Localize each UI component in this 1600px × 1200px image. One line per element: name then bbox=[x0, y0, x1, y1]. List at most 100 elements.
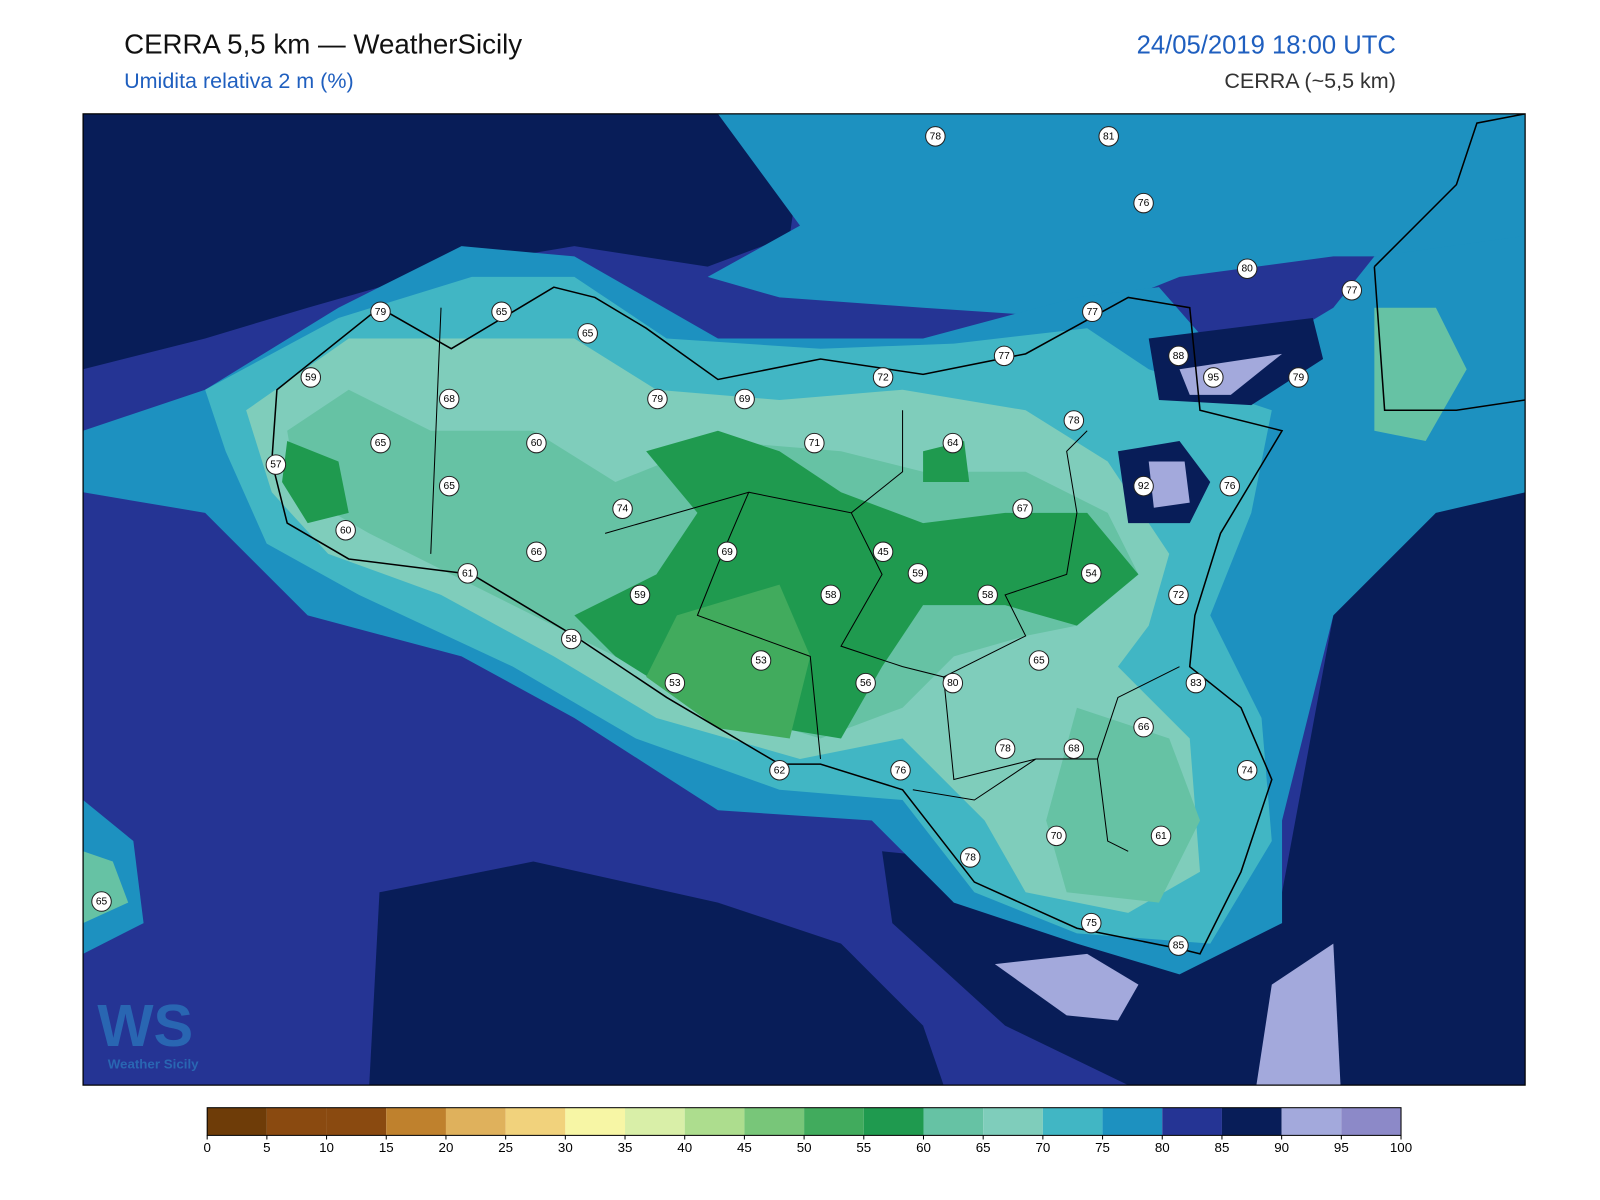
colorbar-tick-label: 0 bbox=[203, 1140, 210, 1155]
station-value: 53 bbox=[755, 656, 767, 667]
station-marker bbox=[1081, 563, 1102, 584]
colorbar-tick-label: 25 bbox=[498, 1140, 513, 1155]
station: 78 bbox=[1063, 410, 1085, 431]
field-teal bbox=[1374, 307, 1467, 442]
station-marker bbox=[1012, 498, 1033, 519]
station-value: 68 bbox=[444, 394, 456, 405]
station-value: 60 bbox=[531, 438, 543, 449]
station-marker bbox=[994, 738, 1016, 759]
province-border bbox=[430, 307, 1180, 852]
station: 88 bbox=[1168, 345, 1189, 367]
station-value: 75 bbox=[1086, 918, 1098, 929]
station-value: 79 bbox=[375, 307, 387, 318]
station-value: 78 bbox=[999, 744, 1011, 755]
station: 53 bbox=[664, 672, 686, 694]
station: 69 bbox=[716, 541, 738, 563]
station-value: 65 bbox=[582, 328, 594, 339]
station: 61 bbox=[457, 563, 478, 584]
station: 74 bbox=[612, 498, 633, 519]
station-value: 81 bbox=[1103, 131, 1115, 142]
station-value: 58 bbox=[566, 634, 578, 645]
colorbar-swatch bbox=[1042, 1107, 1103, 1136]
station-layer: 78 81 76 80 77 65 79 65 77 88 95 77 72 79 59 68 79 69 78 64… bbox=[91, 126, 1363, 956]
station-marker bbox=[526, 432, 547, 454]
colorbar-swatch bbox=[565, 1107, 626, 1136]
station-marker bbox=[872, 541, 894, 563]
station-value: 78 bbox=[930, 131, 942, 142]
field-navy bbox=[369, 861, 944, 1086]
station-marker bbox=[438, 475, 460, 497]
colorbar-tick-label: 45 bbox=[737, 1140, 752, 1155]
station: 79 bbox=[647, 388, 668, 410]
station-value: 62 bbox=[774, 765, 786, 776]
station-marker bbox=[1063, 410, 1085, 431]
colorbar-tick-label: 60 bbox=[916, 1140, 931, 1155]
station-marker bbox=[872, 367, 894, 388]
station: 77 bbox=[993, 345, 1015, 367]
station-marker bbox=[1341, 279, 1363, 301]
station: 53 bbox=[750, 650, 772, 671]
coastline bbox=[1373, 113, 1526, 412]
station: 66 bbox=[526, 541, 547, 563]
logo-mark: WS bbox=[97, 992, 193, 1059]
station: 79 bbox=[1288, 367, 1309, 388]
field-midgreen bbox=[646, 584, 811, 739]
station-marker bbox=[925, 126, 946, 147]
station-value: 77 bbox=[998, 351, 1010, 362]
station-marker bbox=[734, 388, 755, 410]
station: 78 bbox=[994, 738, 1016, 759]
station: 80 bbox=[942, 672, 964, 694]
field-lavender bbox=[1256, 943, 1341, 1086]
colorbar-swatch bbox=[863, 1107, 924, 1136]
station-value: 74 bbox=[617, 504, 629, 515]
station-value: 53 bbox=[669, 678, 681, 689]
colorbar-tick-label: 80 bbox=[1155, 1140, 1170, 1155]
station-marker bbox=[1168, 935, 1189, 956]
station: 72 bbox=[872, 367, 894, 388]
station-value: 76 bbox=[895, 765, 907, 776]
station-value: 85 bbox=[1173, 941, 1185, 952]
logo: WS Weather Sicily bbox=[97, 992, 199, 1072]
colorbar-swatch bbox=[1341, 1107, 1402, 1136]
station-marker bbox=[438, 388, 460, 410]
station-value: 54 bbox=[1086, 568, 1098, 579]
station-value: 77 bbox=[1346, 285, 1358, 296]
station: 65 bbox=[491, 301, 512, 323]
station-value: 60 bbox=[340, 525, 352, 536]
station-marker bbox=[664, 672, 686, 694]
colorbar-tick-label: 5 bbox=[263, 1140, 270, 1155]
colorbar-swatch bbox=[1102, 1107, 1163, 1136]
station: 65 bbox=[438, 475, 460, 497]
colorbar-swatch bbox=[684, 1107, 745, 1136]
station-marker bbox=[959, 847, 981, 868]
station-value: 59 bbox=[305, 372, 317, 383]
station-marker bbox=[561, 628, 582, 650]
colorbar-tick-label: 55 bbox=[856, 1140, 871, 1155]
station-value: 68 bbox=[1068, 744, 1080, 755]
station-value: 79 bbox=[652, 394, 664, 405]
field-lavender bbox=[994, 953, 1139, 1021]
station: 65 bbox=[91, 891, 112, 912]
station-value: 78 bbox=[965, 852, 977, 863]
station-value: 65 bbox=[444, 481, 456, 492]
station-marker bbox=[1046, 825, 1067, 847]
station-marker bbox=[977, 584, 998, 606]
station: 65 bbox=[1028, 650, 1050, 671]
station: 74 bbox=[1236, 759, 1258, 781]
station-value: 66 bbox=[531, 547, 543, 558]
station-value: 77 bbox=[1087, 307, 1099, 318]
station-value: 74 bbox=[1241, 765, 1253, 776]
station: 61 bbox=[1150, 825, 1172, 847]
station-value: 58 bbox=[825, 590, 837, 601]
colorbar-tick-label: 90 bbox=[1274, 1140, 1289, 1155]
station-marker bbox=[457, 563, 478, 584]
colorbar-swatch bbox=[266, 1107, 327, 1136]
station-value: 45 bbox=[877, 547, 889, 558]
station-marker bbox=[1133, 716, 1154, 738]
station-marker bbox=[907, 563, 929, 584]
map-datetime: 24/05/2019 18:00 UTC bbox=[1137, 31, 1396, 59]
station: 45 bbox=[872, 541, 894, 563]
station: 95 bbox=[1203, 367, 1224, 388]
station-value: 80 bbox=[947, 678, 959, 689]
station-marker bbox=[1168, 345, 1189, 367]
